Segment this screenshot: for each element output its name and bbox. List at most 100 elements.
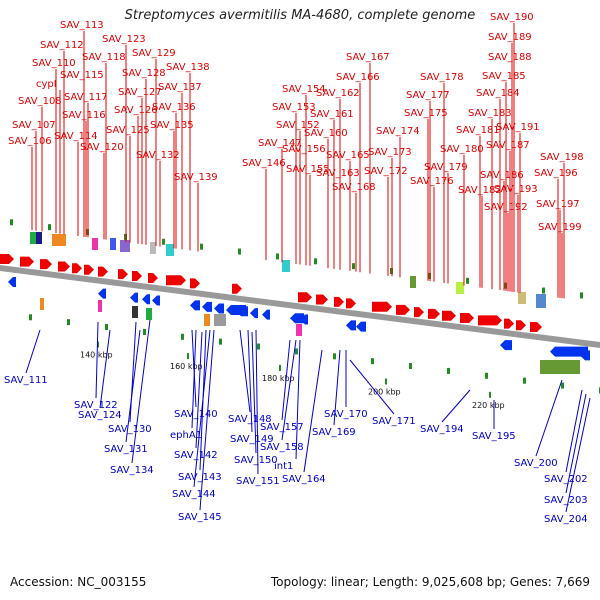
feature-box	[282, 260, 290, 272]
top-gene-label: SAV_168	[332, 182, 376, 193]
map-title: Streptomyces avermitilis MA-4680, comple…	[124, 8, 476, 23]
bottom-gene-label: SAV_151	[236, 476, 280, 487]
reverse-gene-arrow	[580, 350, 590, 361]
reverse-gene-arrow	[356, 321, 366, 332]
top-gene-label: SAV_128	[122, 68, 166, 79]
forward-gene-arrow	[232, 283, 242, 294]
top-gene-label: SAV_132	[136, 150, 180, 161]
bottom-gene-leader	[195, 331, 203, 449]
top-gene-label: SAV_153	[272, 102, 316, 113]
top-gene-label: SAV_172	[364, 166, 408, 177]
scale-label: 160 kbp	[170, 362, 203, 371]
scale-tick	[333, 353, 336, 360]
forward-gene-arrow	[442, 310, 456, 321]
feature-box	[204, 314, 210, 326]
top-gene-label: SAV_197	[536, 199, 580, 210]
reverse-gene-arrow	[214, 303, 224, 314]
top-gene-label: SAV_115	[60, 70, 104, 81]
reverse-gene-arrow	[550, 346, 588, 357]
reverse-gene-arrow	[98, 288, 106, 299]
top-gene-label: SAV_154	[282, 84, 326, 95]
bottom-gene-leader	[125, 329, 141, 443]
bottom-gene-label: SAV_164	[282, 474, 326, 485]
bottom-gene-label: SAV_148	[228, 414, 272, 425]
scale-tick	[352, 263, 355, 270]
bottom-gene-label: SAV_134	[110, 465, 154, 476]
reverse-gene-arrow	[236, 306, 248, 317]
forward-gene-arrow	[190, 278, 200, 289]
genome-stats-text: Topology: linear; Length: 9,025,608 bp; …	[270, 575, 590, 589]
feature-box	[166, 244, 174, 256]
bottom-gene-label: ephA1	[170, 430, 202, 441]
bottom-gene-leader	[247, 329, 253, 433]
bottom-gene-label: SAV_170	[324, 409, 368, 420]
feature-box	[30, 232, 36, 244]
scale-tick	[67, 319, 70, 326]
feature-box	[518, 292, 526, 304]
top-gene-label: SAV_162	[316, 88, 360, 99]
bottom-gene-leader	[333, 349, 341, 426]
top-gene-label: SAV_106	[8, 136, 52, 147]
forward-gene-arrow	[530, 322, 542, 333]
scale-tick	[371, 358, 374, 365]
bottom-gene-leader	[295, 339, 301, 460]
reverse-gene-arrow	[130, 292, 138, 303]
forward-gene-arrow	[372, 301, 392, 312]
top-gene-label: SAV_166	[336, 72, 380, 83]
top-gene-label: cypI	[36, 79, 57, 90]
bottom-gene-leader	[131, 319, 151, 464]
bottom-gene-leader	[199, 329, 215, 511]
scale-tick	[561, 382, 564, 389]
top-gene-label: SAV_126	[114, 105, 158, 116]
forward-gene-arrow	[396, 304, 410, 315]
top-gene-label: SAV_199	[538, 222, 582, 233]
bottom-gene-label: SAV_202	[544, 474, 588, 485]
bottom-gene-leader	[193, 329, 211, 488]
bottom-gene-label: SAV_142	[174, 450, 218, 461]
scale-tick	[238, 248, 241, 255]
scale-tick	[409, 363, 412, 370]
top-gene-label: SAV_177	[406, 90, 450, 101]
scale-tick	[276, 253, 279, 260]
bottom-gene-label: SAV_130	[108, 424, 152, 435]
top-gene-label: SAV_183	[468, 108, 512, 119]
scale-tick	[485, 372, 488, 379]
top-gene-label: SAV_107	[12, 120, 56, 131]
scale-tick	[10, 219, 13, 226]
reverse-gene-arrow	[250, 308, 258, 319]
feature-box	[92, 238, 98, 250]
top-gene-label: SAV_192	[484, 202, 528, 213]
top-gene-label: SAV_163	[316, 168, 360, 179]
feature-box	[296, 324, 302, 336]
top-gene-label: SAV_117	[64, 92, 108, 103]
top-gene-label: SAV_188	[488, 52, 532, 63]
bottom-gene-label: SAV_195	[472, 431, 516, 442]
feature-box	[146, 308, 152, 320]
feature-box	[120, 240, 130, 252]
forward-gene-arrow	[72, 263, 82, 274]
bottom-gene-leader	[99, 329, 111, 409]
feature-box	[40, 298, 44, 310]
top-gene-label: SAV_181	[456, 125, 500, 136]
top-gene-label: SAV_175	[404, 108, 448, 119]
feature-box	[98, 300, 102, 312]
accession-text: Accession: NC_003155	[10, 575, 147, 589]
forward-gene-arrow	[58, 261, 70, 272]
bottom-gene-leader	[565, 389, 583, 473]
bottom-gene-label: SAV_124	[78, 410, 122, 421]
scale-tick	[523, 377, 526, 384]
bottom-gene-label: SAV_203	[544, 495, 588, 506]
bottom-gene-label: SAV_150	[234, 455, 278, 466]
bottom-gene-label: SAV_194	[420, 424, 464, 435]
reverse-gene-arrow	[262, 309, 270, 320]
top-gene-label: SAV_129	[132, 48, 176, 59]
bottom-gene-label: int1	[274, 461, 293, 472]
top-gene-label: SAV_184	[476, 88, 520, 99]
top-gene-label: SAV_156	[282, 144, 326, 155]
top-gene-label: SAV_139	[174, 172, 218, 183]
scale-tick	[29, 314, 32, 321]
top-gene-label: SAV_193	[494, 184, 538, 195]
scale-tick	[447, 367, 450, 374]
scale-tick	[295, 348, 298, 355]
top-gene-label: SAV_155	[286, 164, 330, 175]
